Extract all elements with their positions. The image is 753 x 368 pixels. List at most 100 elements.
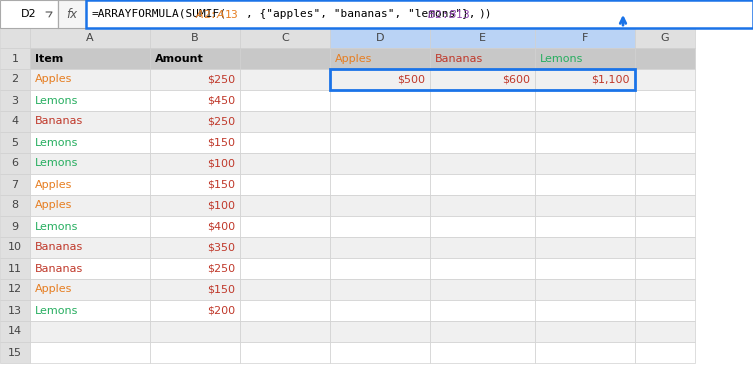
Text: $500: $500 [397,74,425,85]
Text: F: F [582,33,588,43]
Bar [535,48,635,69]
Bar [535,342,635,363]
Bar [240,321,330,342]
Bar [635,132,695,153]
Bar [0,174,30,195]
Bar [635,195,695,216]
Bar [30,237,150,258]
Bar [330,321,430,342]
Text: 11: 11 [8,263,22,273]
Bar [535,174,635,195]
Text: $150: $150 [207,180,235,190]
Bar [635,69,695,90]
Bar [430,321,535,342]
Bar [150,237,240,258]
Bar [0,48,30,69]
Bar [30,258,150,279]
Bar [30,279,150,300]
Bar [330,237,430,258]
Bar [150,258,240,279]
Text: G: G [660,33,669,43]
Bar [535,216,635,237]
Bar [330,279,430,300]
Bar [430,300,535,321]
Bar [0,195,30,216]
Bar [30,28,150,48]
Text: , {"apples", "bananas", "lemons"},: , {"apples", "bananas", "lemons"}, [246,9,483,19]
Bar [150,48,240,69]
Bar [430,69,535,90]
Bar [240,111,330,132]
Bar [330,111,430,132]
Text: fx: fx [66,7,78,21]
Bar [430,48,535,69]
Bar [240,174,330,195]
Text: Bananas: Bananas [35,263,84,273]
Text: Lemons: Lemons [540,53,584,64]
Bar [635,279,695,300]
Bar [635,90,695,111]
Bar [0,321,30,342]
Text: $1,100: $1,100 [592,74,630,85]
Bar [240,132,330,153]
Bar [330,174,430,195]
Text: =ARRAYFORMULA(SUMIF(: =ARRAYFORMULA(SUMIF( [92,9,227,19]
Bar [535,90,635,111]
Bar [30,90,150,111]
Bar [535,195,635,216]
Text: 4: 4 [11,117,19,127]
Bar [58,0,86,28]
Bar [240,279,330,300]
Bar [535,132,635,153]
Bar [0,216,30,237]
Bar [150,132,240,153]
Text: $150: $150 [207,138,235,148]
Text: Lemons: Lemons [35,305,78,315]
Text: Lemons: Lemons [35,138,78,148]
Bar [635,321,695,342]
Text: Lemons: Lemons [35,159,78,169]
Text: D2: D2 [21,9,37,19]
Bar [150,174,240,195]
Text: Apples: Apples [35,284,72,294]
Bar [330,90,430,111]
Text: 14: 14 [8,326,22,336]
Bar [535,321,635,342]
Text: 9: 9 [11,222,19,231]
Bar [535,153,635,174]
Bar [535,258,635,279]
Bar [635,28,695,48]
Bar [0,69,30,90]
Text: $450: $450 [207,96,235,106]
Bar [635,111,695,132]
Bar [430,111,535,132]
Text: A: A [86,33,94,43]
Bar [30,153,150,174]
Bar [535,28,635,48]
Bar [150,279,240,300]
Bar [150,90,240,111]
Bar [150,28,240,48]
Text: 12: 12 [8,284,22,294]
Text: 6: 6 [11,159,19,169]
Bar [150,69,240,90]
Text: Lemons: Lemons [35,222,78,231]
Bar [240,28,330,48]
Text: C: C [281,33,289,43]
Bar [150,342,240,363]
Bar [240,69,330,90]
Bar [330,216,430,237]
Bar [30,48,150,69]
Bar [330,342,430,363]
Bar [0,258,30,279]
Bar [635,300,695,321]
Bar [535,300,635,321]
Bar [535,69,635,90]
Bar [150,195,240,216]
Text: Bananas: Bananas [35,117,84,127]
Bar [330,195,430,216]
Bar [430,153,535,174]
Bar [240,342,330,363]
Bar [30,300,150,321]
Bar [0,0,58,28]
